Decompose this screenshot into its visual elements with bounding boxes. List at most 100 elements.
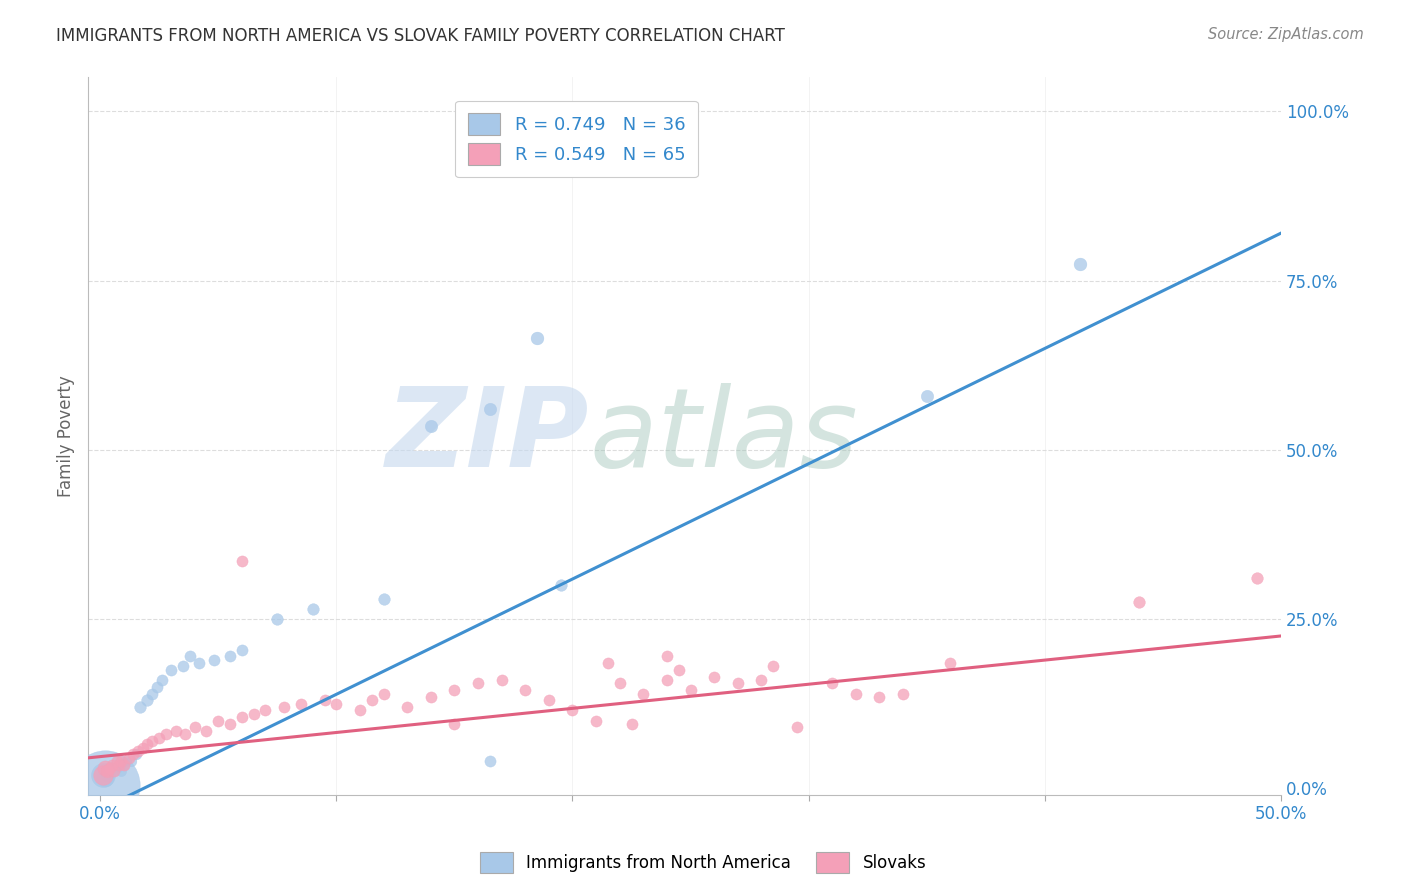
Text: atlas: atlas <box>589 383 858 490</box>
Point <box>122 747 145 762</box>
Point <box>141 686 163 700</box>
Point <box>127 744 149 758</box>
Point <box>1128 595 1150 609</box>
Point <box>91 768 114 782</box>
Point <box>94 771 117 785</box>
Point <box>131 740 153 755</box>
Point <box>96 768 118 782</box>
Point <box>94 778 117 792</box>
Point <box>290 697 312 711</box>
Point <box>915 389 938 403</box>
Point <box>98 761 121 775</box>
Point <box>620 717 643 731</box>
Point <box>751 673 773 687</box>
Point <box>105 761 128 775</box>
Point <box>373 686 395 700</box>
Text: IMMIGRANTS FROM NORTH AMERICA VS SLOVAK FAMILY POVERTY CORRELATION CHART: IMMIGRANTS FROM NORTH AMERICA VS SLOVAK … <box>56 27 785 45</box>
Point <box>242 706 264 721</box>
Point <box>655 673 678 687</box>
Point <box>155 727 177 741</box>
Point <box>314 693 336 707</box>
Point <box>115 754 138 768</box>
Point <box>467 676 489 690</box>
Point <box>103 764 125 779</box>
Point <box>443 717 465 731</box>
Point <box>679 683 702 698</box>
Point <box>419 690 441 704</box>
Legend: Immigrants from North America, Slovaks: Immigrants from North America, Slovaks <box>472 846 934 880</box>
Point <box>101 757 124 772</box>
Text: ZIP: ZIP <box>385 383 589 490</box>
Point <box>585 714 607 728</box>
Point <box>124 747 146 762</box>
Point <box>349 703 371 717</box>
Point <box>443 683 465 698</box>
Point <box>94 761 117 775</box>
Point <box>633 686 655 700</box>
Point <box>301 602 323 616</box>
Point <box>703 670 725 684</box>
Point <box>891 686 914 700</box>
Point <box>110 764 132 779</box>
Point <box>148 731 170 745</box>
Point <box>491 673 513 687</box>
Point <box>596 656 619 670</box>
Point <box>91 768 114 782</box>
Point <box>136 693 159 707</box>
Point <box>160 663 183 677</box>
Point <box>526 331 548 345</box>
Point <box>231 710 253 724</box>
Point <box>117 751 139 765</box>
Point <box>146 680 169 694</box>
Point <box>373 591 395 606</box>
Point <box>762 659 785 673</box>
Point <box>179 649 201 664</box>
Text: Source: ZipAtlas.com: Source: ZipAtlas.com <box>1208 27 1364 42</box>
Point <box>219 717 242 731</box>
Point <box>537 693 560 707</box>
Point <box>266 612 288 626</box>
Point <box>108 757 131 772</box>
Point <box>869 690 891 704</box>
Point <box>207 714 229 728</box>
Point <box>1246 571 1268 585</box>
Point <box>786 720 808 734</box>
Point <box>515 683 537 698</box>
Point <box>668 663 690 677</box>
Point <box>105 754 128 768</box>
Point <box>550 578 572 592</box>
Point <box>112 757 135 772</box>
Point <box>141 734 163 748</box>
Point <box>110 754 132 768</box>
Point <box>231 642 253 657</box>
Legend: R = 0.749   N = 36, R = 0.549   N = 65: R = 0.749 N = 36, R = 0.549 N = 65 <box>456 101 697 178</box>
Point <box>254 703 277 717</box>
Point <box>98 764 121 779</box>
Point <box>172 659 194 673</box>
Point <box>655 649 678 664</box>
Point <box>325 697 347 711</box>
Point <box>1069 257 1091 271</box>
Point <box>183 720 205 734</box>
Point <box>96 764 118 779</box>
Point <box>136 737 159 751</box>
Point <box>112 757 135 772</box>
Y-axis label: Family Poverty: Family Poverty <box>58 376 75 497</box>
Point <box>231 554 253 568</box>
Point <box>939 656 962 670</box>
Point <box>273 700 295 714</box>
Point <box>561 703 583 717</box>
Point <box>202 653 225 667</box>
Point <box>195 723 218 738</box>
Point <box>101 761 124 775</box>
Point <box>419 419 441 434</box>
Point <box>103 764 125 779</box>
Point <box>821 676 844 690</box>
Point <box>129 700 152 714</box>
Point <box>609 676 631 690</box>
Point <box>174 727 197 741</box>
Point <box>108 757 131 772</box>
Point <box>150 673 173 687</box>
Point <box>845 686 868 700</box>
Point <box>727 676 749 690</box>
